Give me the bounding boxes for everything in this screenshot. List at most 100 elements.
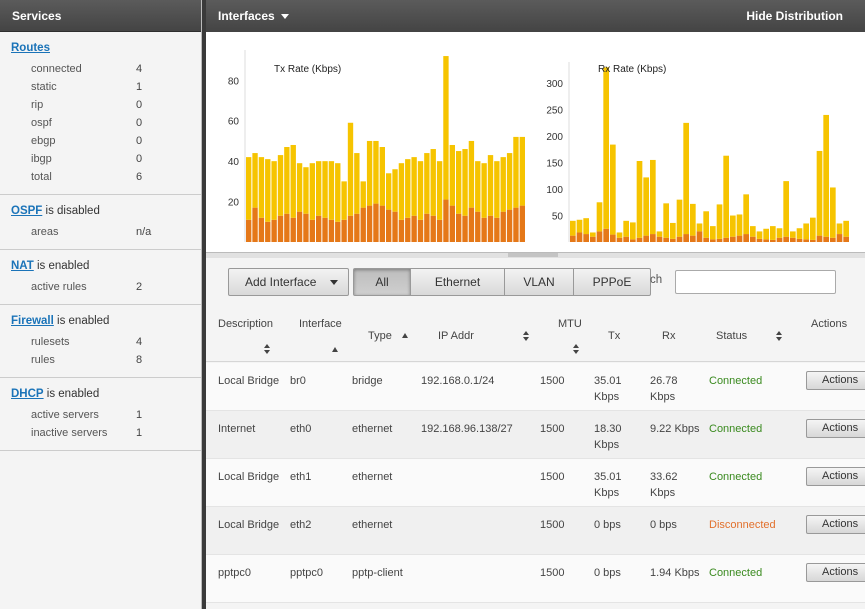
cell-description: Internet	[218, 423, 256, 435]
bar-segment	[803, 223, 809, 240]
bar-segment	[296, 211, 303, 242]
bar-segment	[783, 236, 789, 242]
row-actions-button[interactable]: Actions	[806, 563, 865, 582]
col-ip-addr[interactable]: IP Addr	[438, 330, 474, 342]
bar-segment	[763, 228, 769, 240]
col-tx[interactable]: Tx	[608, 330, 621, 342]
stat-value: 2	[136, 281, 143, 293]
bar-segment	[696, 231, 703, 242]
cell-status: Connected	[709, 471, 763, 483]
bar-segment	[417, 161, 424, 220]
bar-segment	[335, 221, 341, 242]
filter-ethernet[interactable]: Ethernet	[410, 268, 505, 296]
row-actions-button[interactable]: Actions	[806, 515, 865, 534]
firewall-section: Firewall is enabled rulesets 4 rules 8	[0, 305, 201, 378]
col-mtu[interactable]: MTU	[558, 318, 582, 330]
y-tick-label: 250	[546, 106, 563, 117]
bar-segment	[322, 161, 328, 218]
sort-ip-icon[interactable]	[523, 331, 530, 341]
chevron-down-icon	[280, 14, 289, 20]
cell-status: Connected	[709, 375, 763, 387]
sort-description-icon[interactable]	[264, 344, 271, 354]
bar-segment	[696, 223, 703, 232]
col-rx[interactable]: Rx	[662, 330, 676, 342]
stat-value: 1	[136, 427, 143, 439]
bar-segment	[271, 161, 277, 220]
nat-heading: NAT is enabled	[11, 260, 201, 272]
bar-segment	[379, 205, 385, 242]
row-actions-button[interactable]: Actions	[806, 371, 865, 390]
bar-segment	[398, 219, 405, 242]
cell-interface: pptpc0	[290, 567, 324, 579]
bar-segment	[790, 231, 796, 238]
bar-segment	[405, 159, 411, 218]
bar-segment	[590, 232, 596, 237]
stat-value: 1	[136, 81, 143, 93]
y-tick-label: 80	[228, 76, 240, 87]
filter-vlan[interactable]: VLAN	[504, 268, 574, 296]
hide-distribution-link[interactable]: Hide Distribution	[746, 9, 843, 23]
filter-pppoe[interactable]: PPPoE	[573, 268, 651, 296]
bar-segment	[405, 217, 411, 242]
table-header: Description Interface Type IP Addr MTU T…	[206, 310, 865, 362]
bar-segment	[443, 199, 449, 242]
firewall-link[interactable]: Firewall	[11, 315, 54, 327]
row-actions-button[interactable]: Actions	[806, 467, 865, 486]
search-input[interactable]	[675, 270, 836, 294]
bar-segment	[386, 173, 392, 210]
panel-splitter[interactable]	[206, 252, 865, 258]
col-interface[interactable]: Interface	[299, 318, 342, 330]
bar-segment	[590, 236, 596, 242]
firewall-heading: Firewall is enabled	[11, 315, 201, 327]
bar-segment	[494, 217, 500, 242]
bar-segment	[303, 213, 309, 242]
bar-segment	[830, 237, 836, 242]
sort-status-icon[interactable]	[776, 331, 783, 341]
bar-segment	[462, 215, 468, 242]
interfaces-panel: Add Interface All Ethernet VLAN PPPoE ch…	[206, 258, 865, 609]
sort-type-icon[interactable]	[402, 330, 409, 340]
bar-segment	[670, 222, 676, 239]
bar-segment	[398, 163, 405, 220]
bar-segment	[603, 67, 609, 229]
bar-segment	[576, 219, 583, 233]
filter-all[interactable]: All	[353, 268, 411, 296]
bar-segment	[347, 215, 354, 242]
splitter-grip[interactable]	[508, 253, 558, 257]
bar-segment	[494, 161, 500, 218]
dhcp-state: is enabled	[43, 388, 100, 400]
sort-interface-icon[interactable]	[332, 344, 339, 354]
row-actions-button[interactable]: Actions	[806, 419, 865, 438]
stat-label: inactive servers	[31, 427, 108, 439]
col-description[interactable]: Description	[218, 318, 274, 330]
ospf-link[interactable]: OSPF	[11, 205, 43, 217]
cell-type: ethernet	[352, 423, 393, 435]
interfaces-title: Interfaces	[218, 9, 275, 23]
routes-link[interactable]: Routes	[11, 42, 50, 54]
service-stat-row: ebgp 0	[11, 132, 201, 150]
dhcp-link[interactable]: DHCP	[11, 388, 44, 400]
bar-segment	[252, 153, 258, 208]
interfaces-main: Interfaces Hide Distribution 20 40 60 80 Tx …	[206, 0, 865, 609]
cell-tx: 0 bps	[594, 567, 621, 579]
cell-mtu: 1500	[540, 519, 565, 531]
bar-segment	[379, 147, 385, 206]
table-row: Local Bridge eth2 ethernet 1500 0 bps 0 bps Di…	[206, 507, 865, 555]
interfaces-menu[interactable]: Interfaces	[218, 9, 289, 23]
sort-mtu-icon[interactable]	[573, 344, 580, 354]
nat-link[interactable]: NAT	[11, 260, 34, 272]
bar-segment	[436, 219, 443, 242]
bar-segment	[347, 122, 354, 216]
bar-segment	[683, 122, 689, 235]
cell-type: pptp-client	[352, 567, 403, 579]
bar-segment	[623, 220, 629, 237]
bar-segment	[366, 205, 373, 242]
bar-segment	[690, 235, 696, 242]
bar-segment	[506, 209, 513, 242]
cell-interface: br0	[290, 375, 306, 387]
col-status[interactable]: Status	[716, 330, 748, 342]
col-type[interactable]: Type	[368, 330, 392, 342]
add-interface-button[interactable]: Add Interface	[228, 268, 349, 296]
distribution-charts: 20 40 60 80 Tx Rate (Kbps) 50 100 150 200 250 300 R…	[206, 32, 865, 252]
bar-segment	[284, 147, 290, 214]
